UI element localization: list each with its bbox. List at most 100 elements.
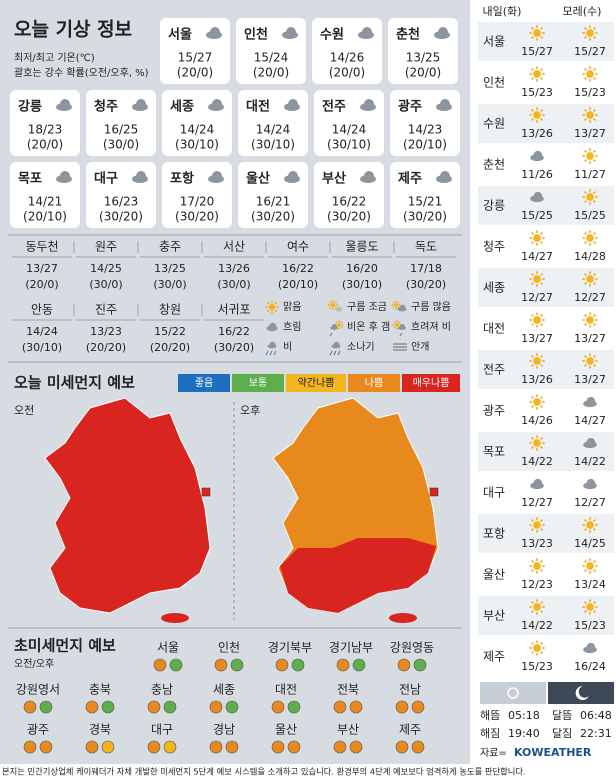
sun-ray (531, 109, 534, 112)
cloud-icon (333, 341, 340, 348)
sun-ray (540, 446, 543, 449)
sun-ray (540, 27, 543, 30)
cloud-icon (286, 27, 296, 37)
temperature: 14/25 (90, 262, 122, 275)
sun-ray (584, 519, 587, 522)
sun-ray (531, 364, 534, 367)
moon-box (548, 682, 614, 704)
sun-ray (593, 528, 596, 531)
city-name: 강릉 (18, 99, 42, 115)
forecast-row (478, 186, 614, 225)
sun-ray (593, 314, 596, 317)
dust-dot-am (275, 658, 289, 672)
sun-ray (540, 355, 543, 358)
rain-chance: (20/20) (86, 341, 126, 354)
legend-label: 흐려져 비 (411, 321, 451, 333)
sun-icon (586, 603, 594, 611)
legend-label: 구름 많음 (411, 301, 451, 313)
sun-icon (330, 302, 336, 308)
scale-swatch (232, 374, 284, 392)
sun-ray (531, 36, 534, 39)
rain-drop (265, 350, 269, 356)
temperature: 14/23 (408, 123, 443, 137)
temperature: 14/22 (521, 619, 553, 632)
day2-label: 모레(수) (563, 5, 602, 18)
city-name: 서울 (168, 27, 192, 43)
temperature: 11/27 (574, 168, 606, 181)
dust-dot-am (397, 658, 411, 672)
dust-dot-am (333, 700, 347, 714)
cloud-icon (533, 150, 543, 160)
temperature: 18/23 (28, 123, 63, 137)
rain-chance: (20/10) (403, 138, 447, 152)
temperature: 15/25 (574, 209, 606, 222)
sun-ray (584, 200, 587, 203)
cloud-icon (212, 99, 222, 109)
temperature: 15/25 (521, 209, 553, 222)
sun-ray (593, 282, 596, 285)
sun-ray (540, 36, 543, 39)
temperature: 14/27 (521, 250, 553, 263)
dust-dot-am (23, 700, 37, 714)
sun-ray (540, 642, 543, 645)
sun-ray (392, 306, 395, 309)
sun-icon (336, 322, 342, 328)
sun-ray (593, 560, 596, 563)
temperature: 14/24 (332, 123, 367, 137)
dust-dot-pm (163, 740, 177, 754)
legend-label: 구름 조금 (347, 301, 387, 313)
dust-dot-pm (413, 658, 427, 672)
sun-ray (593, 355, 596, 358)
forecast-row (478, 350, 614, 389)
map-south (280, 538, 436, 613)
rain-chance: (30/20) (214, 341, 254, 354)
am-label: 오전 (14, 404, 34, 417)
sun-ray (584, 150, 587, 153)
city-name: 대구 (483, 486, 505, 500)
sun-ray (531, 273, 534, 276)
sun-icon (586, 152, 594, 160)
sun-ray (593, 150, 596, 153)
rain-chance: (20/0) (25, 278, 58, 291)
sun-icon (533, 562, 541, 570)
sun-ray (584, 601, 587, 604)
dust-dot-pm (411, 740, 425, 754)
sun-ray (531, 68, 534, 71)
sun-ray (397, 301, 400, 304)
title: 오늘 기상 정보 (14, 19, 132, 41)
sun-ray (531, 323, 534, 326)
temperature: 13/25 (154, 262, 186, 275)
sun-ray (540, 437, 543, 440)
rain-chance: (30/10) (22, 341, 62, 354)
temperature: 16/22 (218, 325, 250, 338)
scale-swatch (286, 374, 346, 392)
city-name: 춘천 (396, 28, 420, 43)
sun-ray (540, 118, 543, 121)
rain-chance: (30/20) (327, 210, 371, 224)
forecast-row (478, 596, 614, 635)
sun-ray (531, 77, 534, 80)
city-name: 제주 (483, 650, 505, 664)
temperature: 14/24 (256, 123, 291, 137)
city-name: 목포 (18, 172, 42, 187)
dust-dot-am (214, 658, 228, 672)
city-name: 대구 (94, 172, 118, 187)
city-name: 전주 (483, 363, 505, 377)
cloud-icon (533, 191, 543, 201)
temperature: 14/25 (574, 537, 606, 550)
forecast-row (478, 63, 614, 102)
sun-ray (584, 27, 587, 30)
sun-ray (531, 27, 534, 30)
city-name: 창원 (159, 303, 181, 317)
sun-icon (533, 439, 541, 447)
sun-icon (533, 357, 541, 365)
dust-dot-pm (349, 740, 363, 754)
city-name: 부산 (483, 609, 505, 623)
temperature: 15/23 (574, 619, 606, 632)
rain-chance: (30/10) (327, 138, 371, 152)
sun-ray (593, 77, 596, 80)
temperature: 13/25 (406, 51, 441, 65)
rain-chance: (20/20) (150, 341, 190, 354)
sun-ray (540, 528, 543, 531)
